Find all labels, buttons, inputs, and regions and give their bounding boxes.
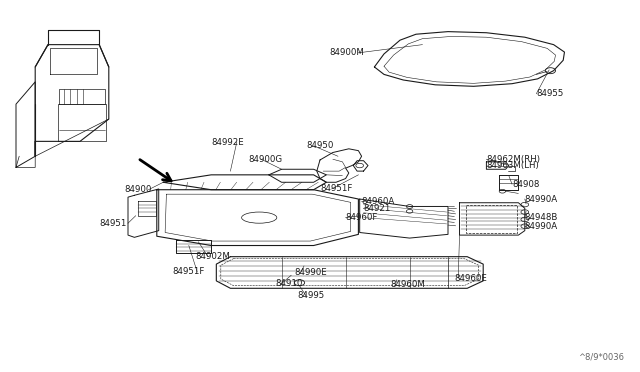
Text: 84910: 84910	[275, 279, 303, 288]
Text: 84951F: 84951F	[320, 185, 353, 193]
Text: 84960M: 84960M	[390, 280, 425, 289]
Text: 84902M: 84902M	[195, 252, 230, 261]
Text: 84995: 84995	[298, 291, 325, 300]
Text: 84948B: 84948B	[525, 213, 558, 222]
Text: 84900M: 84900M	[330, 48, 364, 57]
Text: 84950: 84950	[306, 141, 333, 150]
Text: 84990A: 84990A	[525, 222, 558, 231]
Text: 84990E: 84990E	[294, 268, 327, 277]
Text: 84962M(RH): 84962M(RH)	[486, 155, 540, 164]
Text: 84900G: 84900G	[248, 155, 282, 164]
Text: 84900: 84900	[125, 185, 152, 194]
Text: 84963M(LH): 84963M(LH)	[486, 161, 539, 170]
Text: ^8/9*0036: ^8/9*0036	[578, 353, 624, 362]
Text: 84960E: 84960E	[454, 274, 487, 283]
Text: 84921: 84921	[364, 204, 391, 213]
Text: 84960F: 84960F	[346, 213, 378, 222]
Text: 84960A: 84960A	[362, 197, 395, 206]
Text: 84955: 84955	[536, 89, 564, 98]
Text: 84951: 84951	[99, 219, 127, 228]
Text: 84908: 84908	[512, 180, 540, 189]
Text: 84951F: 84951F	[173, 267, 205, 276]
Text: 84990A: 84990A	[525, 195, 558, 203]
Text: 84992E: 84992E	[211, 138, 244, 147]
